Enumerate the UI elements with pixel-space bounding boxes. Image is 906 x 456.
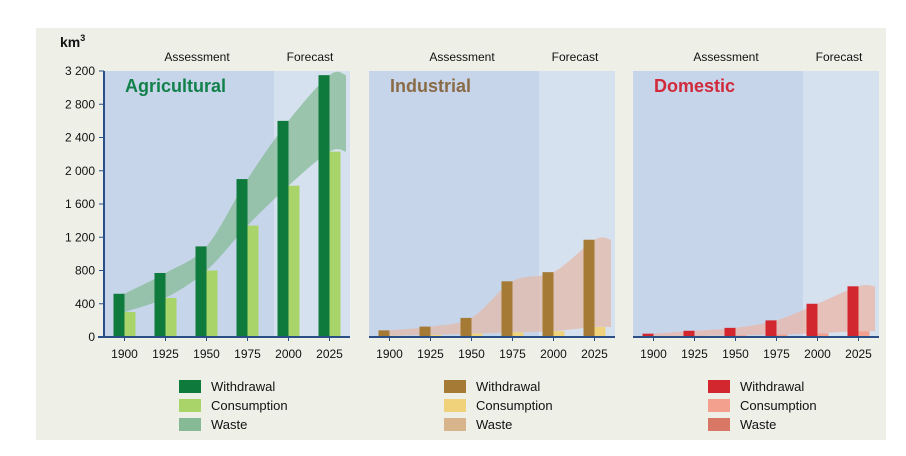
- bar-consumption-1975: [512, 332, 524, 337]
- bar-withdrawal-2000: [806, 303, 818, 337]
- legend-swatch-consumption: [179, 399, 201, 412]
- bar-withdrawal-1925: [154, 272, 166, 337]
- bar-consumption-1925: [165, 297, 177, 337]
- bar-consumption-2025: [858, 331, 870, 337]
- bar-withdrawal-2000: [277, 120, 289, 337]
- bar-withdrawal-2025: [583, 239, 595, 337]
- x-tick-label-2000: 2000: [540, 347, 567, 361]
- x-tick-label-1900: 1900: [111, 347, 138, 361]
- header-forecast: Forecast: [287, 50, 334, 64]
- legend-swatch-waste: [708, 418, 730, 431]
- bar-consumption-1950: [206, 270, 218, 337]
- legend-label-waste: Waste: [740, 417, 776, 432]
- panel-title: Agricultural: [125, 76, 226, 96]
- header-assessment: Assessment: [429, 50, 495, 64]
- x-tick-label-1975: 1975: [234, 347, 261, 361]
- panel-domestic: Assessment Forecast 1900 1925 1950 1975 2000 20…: [633, 50, 879, 432]
- bar-withdrawal-1950: [195, 246, 207, 337]
- unit-base: km: [60, 34, 80, 50]
- y-tick-label: 400: [75, 297, 95, 311]
- bar-consumption-2000: [817, 333, 829, 337]
- x-tick-label-1900: 1900: [376, 347, 403, 361]
- unit-exponent: 3: [80, 33, 85, 43]
- bar-withdrawal-1925: [683, 330, 695, 337]
- y-axis-unit: km3: [60, 33, 85, 50]
- bar-withdrawal-1900: [642, 333, 654, 337]
- x-tick-label-1925: 1925: [681, 347, 708, 361]
- bar-withdrawal-1900: [378, 330, 390, 337]
- panel-agricultural: Assessment Forecast 1900 1925 1950 1975 2000 20…: [65, 50, 350, 432]
- legend-swatch-withdrawal: [708, 380, 730, 393]
- bar-consumption-1950: [471, 333, 483, 337]
- header-forecast: Forecast: [816, 50, 863, 64]
- y-tick-label: 2 400: [65, 131, 95, 145]
- bar-withdrawal-1975: [501, 281, 513, 337]
- bar-withdrawal-1975: [236, 179, 248, 337]
- x-tick-label-2025: 2025: [316, 347, 343, 361]
- legend-label-waste: Waste: [211, 417, 247, 432]
- x-tick-label-2025: 2025: [845, 347, 872, 361]
- bar-consumption-1975: [247, 225, 259, 337]
- panel-title: Domestic: [654, 76, 735, 96]
- legend-label-withdrawal: Withdrawal: [476, 379, 540, 394]
- bar-consumption-2000: [288, 185, 300, 337]
- x-tick-label-1975: 1975: [499, 347, 526, 361]
- x-tick-label-1950: 1950: [458, 347, 485, 361]
- legend-swatch-consumption: [444, 399, 466, 412]
- legend-swatch-consumption: [708, 399, 730, 412]
- bar-consumption-2000: [553, 331, 565, 337]
- x-tick-label-2000: 2000: [275, 347, 302, 361]
- x-tick-label-1925: 1925: [417, 347, 444, 361]
- legend-label-withdrawal: Withdrawal: [211, 379, 275, 394]
- waste-area: [389, 237, 611, 336]
- legend-swatch-waste: [444, 418, 466, 431]
- y-tick-label: 2 000: [65, 164, 95, 178]
- y-tick-label: 1 200: [65, 230, 95, 244]
- waste-area: [124, 71, 346, 313]
- x-tick-label-1900: 1900: [640, 347, 667, 361]
- bar-withdrawal-2025: [847, 286, 859, 337]
- bar-consumption-1925: [430, 334, 442, 337]
- panel-industrial: Assessment Forecast 1900 1925 1950 1975 2000 20…: [369, 50, 615, 432]
- bar-withdrawal-1975: [765, 320, 777, 337]
- x-tick-label-1950: 1950: [722, 347, 749, 361]
- assessment-band: [633, 71, 803, 337]
- header-assessment: Assessment: [164, 50, 230, 64]
- legend-label-withdrawal: Withdrawal: [740, 379, 804, 394]
- header-assessment: Assessment: [693, 50, 759, 64]
- bar-consumption-1975: [776, 334, 788, 337]
- bar-consumption-2025: [329, 151, 341, 337]
- panels: Assessment Forecast 1900 1925 1950 1975 2000 20…: [65, 50, 879, 432]
- bar-withdrawal-2000: [542, 272, 554, 337]
- waste-area: [653, 285, 875, 337]
- bar-withdrawal-1950: [460, 317, 472, 337]
- x-tick-label-2000: 2000: [804, 347, 831, 361]
- bar-withdrawal-1925: [419, 326, 431, 337]
- bar-consumption-1900: [124, 312, 136, 337]
- x-tick-label-2025: 2025: [581, 347, 608, 361]
- y-tick-label: 1 600: [65, 197, 95, 211]
- legend-swatch-withdrawal: [179, 380, 201, 393]
- legend-label-consumption: Consumption: [476, 398, 553, 413]
- legend-label-consumption: Consumption: [211, 398, 288, 413]
- header-forecast: Forecast: [552, 50, 599, 64]
- x-tick-label-1950: 1950: [193, 347, 220, 361]
- legend-label-waste: Waste: [476, 417, 512, 432]
- y-tick-label: 3 200: [65, 64, 95, 78]
- x-tick-label-1975: 1975: [763, 347, 790, 361]
- legend-swatch-waste: [179, 418, 201, 431]
- bar-withdrawal-1950: [724, 327, 736, 337]
- y-tick-label: 800: [75, 264, 95, 278]
- y-tick-label: 0: [88, 330, 95, 344]
- legend-label-consumption: Consumption: [740, 398, 817, 413]
- x-tick-label-1925: 1925: [152, 347, 179, 361]
- bar-consumption-2025: [594, 327, 606, 337]
- bar-withdrawal-1900: [113, 293, 125, 337]
- bar-withdrawal-2025: [318, 75, 330, 337]
- panel-title: Industrial: [390, 76, 471, 96]
- y-tick-label: 2 800: [65, 97, 95, 111]
- legend-swatch-withdrawal: [444, 380, 466, 393]
